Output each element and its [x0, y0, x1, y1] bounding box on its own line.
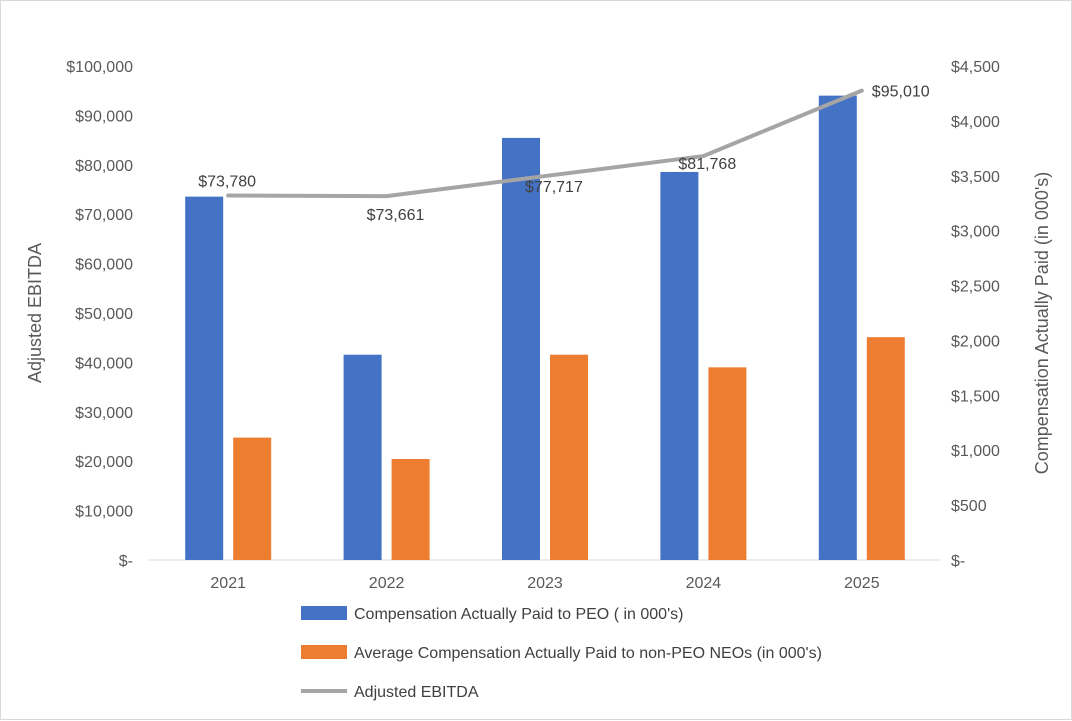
y-right-tick-label: $2,500: [951, 279, 1000, 296]
y-left-tick-label: $30,000: [75, 405, 133, 422]
y-right-tick-label: $3,000: [951, 224, 1000, 241]
x-tick-label: 2025: [844, 575, 880, 592]
bar-peo: [185, 197, 223, 560]
bar-peo: [344, 355, 382, 560]
y-right-tick-label: $3,500: [951, 169, 1000, 186]
y-left-axis-title: Adjusted EBITDA: [25, 243, 45, 383]
y-left-tick-label: $-: [119, 553, 133, 570]
legend-swatch: [301, 606, 347, 620]
legend-label: Adjusted EBITDA: [354, 684, 479, 701]
y-right-tick-label: $1,000: [951, 443, 1000, 460]
y-right-tick-label: $4,500: [951, 59, 1000, 76]
y-right-tick-label: $500: [951, 498, 987, 515]
y-left-tick-label: $10,000: [75, 504, 133, 521]
bar-peo: [502, 138, 540, 560]
bar-non-peo: [233, 438, 271, 560]
legend-label: Average Compensation Actually Paid to no…: [354, 645, 822, 662]
legend-swatch: [301, 645, 347, 659]
y-right-tick-label: $1,500: [951, 388, 1000, 405]
x-tick-label: 2023: [527, 575, 563, 592]
y-left-tick-label: $80,000: [75, 158, 133, 175]
y-right-tick-label: $4,000: [951, 114, 1000, 131]
bar-non-peo: [708, 367, 746, 560]
ebitda-data-label: $95,010: [872, 84, 930, 101]
ebitda-data-label: $73,661: [367, 207, 425, 224]
bar-peo: [819, 96, 857, 560]
x-tick-label: 2022: [369, 575, 405, 592]
y-left-tick-label: $70,000: [75, 207, 133, 224]
y-left-tick-label: $20,000: [75, 454, 133, 471]
bars: [185, 96, 905, 560]
y-right-axis-title: Compensation Actually Paid (in 000's): [1032, 172, 1052, 475]
ebitda-data-label: $77,717: [525, 179, 583, 196]
x-tick-label: 2024: [686, 575, 722, 592]
legend: Compensation Actually Paid to PEO ( in 0…: [301, 606, 822, 701]
bar-non-peo: [550, 355, 588, 560]
ebitda-data-label: $81,768: [678, 156, 736, 173]
y-left-tick-label: $100,000: [66, 59, 133, 76]
x-tick-label: 2021: [210, 575, 246, 592]
ebitda-data-label: $73,780: [198, 174, 256, 191]
y-left-tick-label: $50,000: [75, 306, 133, 323]
y-right-tick-label: $-: [951, 553, 965, 570]
y-left-tick-label: $40,000: [75, 355, 133, 372]
legend-label: Compensation Actually Paid to PEO ( in 0…: [354, 606, 683, 623]
bar-non-peo: [867, 337, 905, 560]
y-left-tick-label: $60,000: [75, 257, 133, 274]
y-left-tick-label: $90,000: [75, 108, 133, 125]
bar-non-peo: [392, 459, 430, 560]
bar-peo: [660, 172, 698, 560]
y-right-tick-label: $2,000: [951, 333, 1000, 350]
